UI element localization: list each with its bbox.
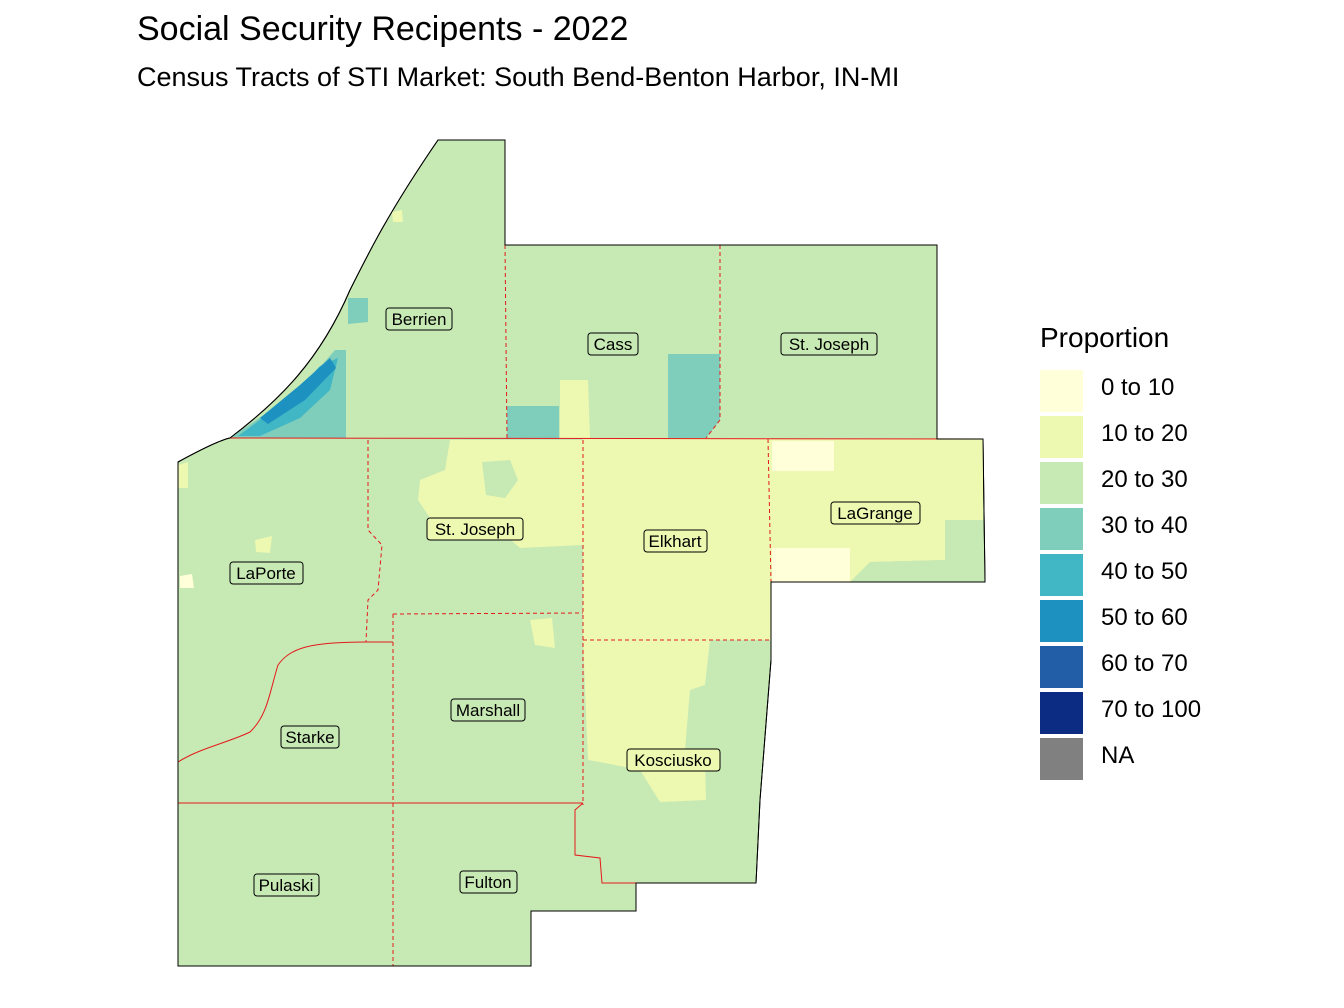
legend-label: 60 to 70 (1101, 650, 1188, 677)
county-label-fulton: Fulton (459, 870, 518, 894)
legend-item: 0 to 10 (1040, 368, 1174, 414)
region-lagrange-low-north (772, 441, 834, 471)
county-label-lagrange: LaGrange (830, 501, 921, 525)
legend-item: NA (1040, 736, 1169, 782)
legend-swatch (1040, 416, 1083, 458)
county-label-laporte: LaPorte (229, 561, 304, 585)
region-laporte-low (180, 574, 194, 588)
svg-text:Kosciusko: Kosciusko (634, 751, 711, 770)
county-label-st-joseph-mi: St. Joseph (780, 332, 878, 356)
legend: Proportion 0 to 10 10 to 20 20 to 30 30 … (1040, 322, 1201, 782)
county-label-pulaski: Pulaski (253, 873, 320, 897)
legend-swatch (1040, 692, 1083, 734)
svg-text:St. Joseph: St. Joseph (789, 335, 869, 354)
region-cass-tract-east (668, 354, 720, 438)
legend-swatch (1040, 462, 1083, 504)
legend-item: 50 to 60 (1040, 598, 1188, 644)
svg-text:Marshall: Marshall (456, 701, 520, 720)
county-label-st-joseph-in: St. Joseph (426, 517, 524, 541)
county-label-berrien: Berrien (385, 307, 453, 331)
legend-label: 50 to 60 (1101, 604, 1188, 631)
legend-label: 40 to 50 (1101, 558, 1188, 585)
legend-swatch (1040, 738, 1083, 780)
legend-item: 10 to 20 (1040, 414, 1188, 460)
legend-item: 40 to 50 (1040, 552, 1188, 598)
legend-swatch (1040, 646, 1083, 688)
legend-title: Proportion (1040, 322, 1170, 353)
legend-item: 20 to 30 (1040, 460, 1188, 506)
county-labels: Berrien Cass St. Joseph LaPorte St. Jose… (229, 307, 921, 897)
legend-label: 0 to 10 (1101, 374, 1175, 401)
region-berrien-tract-30 (348, 298, 368, 324)
legend-item: 30 to 40 (1040, 506, 1188, 552)
region-south-bend-inner (482, 460, 518, 498)
svg-text:Cass: Cass (594, 335, 633, 354)
map-title: Social Security Recipents - 2022 (137, 10, 629, 48)
legend-label: 10 to 20 (1101, 420, 1188, 447)
legend-label: 20 to 30 (1101, 466, 1188, 493)
legend-item: 70 to 100 (1040, 690, 1201, 736)
legend-item: 60 to 70 (1040, 644, 1188, 690)
legend-swatch (1040, 508, 1083, 550)
svg-text:Berrien: Berrien (392, 310, 447, 329)
region-outline (177, 139, 986, 967)
county-label-starke: Starke (280, 725, 340, 749)
region-lagrange-southeast (872, 520, 985, 582)
svg-text:Fulton: Fulton (464, 873, 511, 892)
legend-label: NA (1101, 742, 1135, 769)
county-label-elkhart: Elkhart (643, 529, 708, 553)
region-cass-tract-west (507, 406, 559, 438)
legend-swatch (1040, 370, 1083, 412)
svg-text:LaGrange: LaGrange (837, 504, 913, 523)
county-label-kosciusko: Kosciusko (626, 748, 721, 772)
svg-text:Elkhart: Elkhart (649, 532, 702, 551)
svg-text:Pulaski: Pulaski (259, 876, 314, 895)
legend-label: 70 to 100 (1101, 696, 1202, 723)
county-label-marshall: Marshall (450, 698, 526, 722)
region-berrien-tract (392, 210, 403, 222)
legend-swatch (1040, 554, 1083, 596)
svg-text:Starke: Starke (285, 728, 334, 747)
legend-label: 30 to 40 (1101, 512, 1188, 539)
svg-text:St. Joseph: St. Joseph (435, 520, 515, 539)
map-subtitle: Census Tracts of STI Market: South Bend-… (137, 62, 900, 92)
legend-swatch (1040, 600, 1083, 642)
region-plymouth (530, 618, 555, 648)
region-lagrange-low-south (772, 548, 850, 582)
svg-text:LaPorte: LaPorte (236, 564, 296, 583)
region-berrien-shore-50 (260, 358, 336, 424)
region-mishawaka (560, 380, 590, 438)
county-label-cass: Cass (587, 332, 639, 356)
region-laporte-tract (255, 536, 272, 553)
county-boundaries (177, 244, 984, 966)
region-laporte-edge (178, 462, 188, 488)
